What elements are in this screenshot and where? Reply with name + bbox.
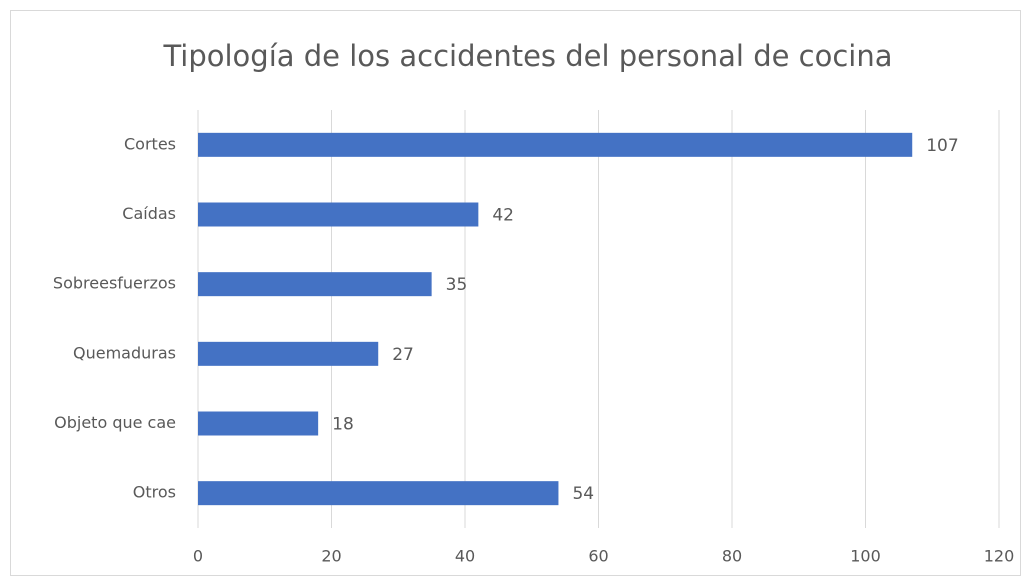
x-tick-label: 40 xyxy=(455,547,475,566)
data-label: 42 xyxy=(492,206,514,226)
y-tick-label: Caídas xyxy=(122,204,176,223)
y-tick-label: Sobreesfuerzos xyxy=(53,274,176,293)
x-tick-label: 60 xyxy=(588,547,608,566)
data-label: 18 xyxy=(332,415,354,435)
x-tick-label: 0 xyxy=(193,547,203,566)
bar xyxy=(198,341,379,366)
chart-title: Tipología de los accidentes del personal… xyxy=(162,39,892,73)
y-tick-label: Otros xyxy=(133,483,176,502)
x-tick-label: 120 xyxy=(984,547,1015,566)
data-label: 27 xyxy=(392,345,414,365)
bar xyxy=(198,411,319,436)
y-tick-label: Quemaduras xyxy=(73,343,176,362)
y-tick-label: Objeto que cae xyxy=(54,413,176,432)
x-tick-label: 20 xyxy=(321,547,341,566)
data-label: 107 xyxy=(926,136,958,156)
bar xyxy=(198,132,913,157)
x-tick-label: 100 xyxy=(850,547,881,566)
y-tick-label: Cortes xyxy=(124,134,176,153)
data-label: 35 xyxy=(446,275,468,295)
bar xyxy=(198,202,479,227)
bar xyxy=(198,481,559,506)
x-tick-label: 80 xyxy=(722,547,742,566)
bar xyxy=(198,272,432,297)
data-label: 54 xyxy=(572,484,594,504)
